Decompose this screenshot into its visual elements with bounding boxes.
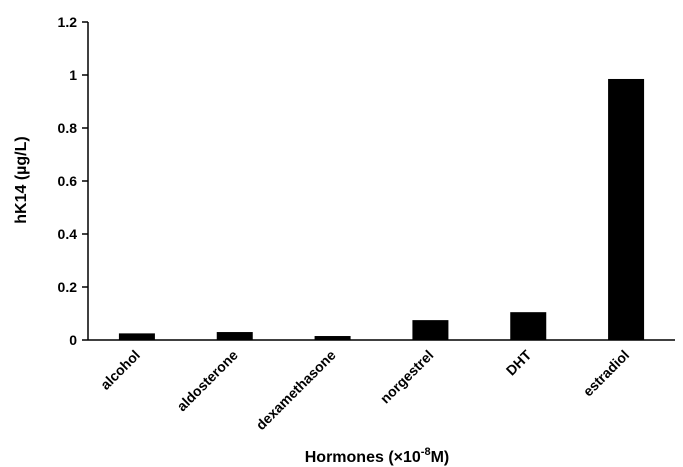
bar-alcohol [118,333,155,340]
bar-dht [510,312,547,340]
y-tick-label: 0.8 [58,120,78,136]
x-axis-category-labels: alcohol aldosterone dexamethasone norgestre… [97,346,632,432]
y-tick-label: 0.6 [58,173,78,189]
x-axis-title: Hormones (×10-8M) [305,446,449,466]
x-category-label: norgestrel [377,347,437,407]
y-axis-title: hK14 (µg/L) [13,136,30,223]
y-tick-label: 0.2 [58,279,78,295]
bars [118,78,645,340]
y-axis-ticks: 0 0.2 0.4 0.6 0.8 1 1.2 [58,14,88,348]
y-tick-label: 0.4 [58,226,78,242]
x-category-label: DHT [503,346,535,378]
x-axis-title-exponent: -8 [421,446,431,458]
bar-dexamethasone [314,336,351,340]
x-axis-title-suffix: M) [431,449,450,466]
bar-norgestrel [412,320,449,340]
y-tick-label: 1 [69,67,77,83]
x-category-label: estradiol [580,347,633,400]
x-axis-title-multiplier: ×10 [394,449,421,466]
x-category-label: aldosterone [173,347,241,415]
x-axis-title-prefix: Hormones ( [305,449,395,466]
y-tick-label: 0 [69,332,77,348]
x-category-label: dexamethasone [253,347,339,433]
bar-aldosterone [216,332,253,340]
y-tick-label: 1.2 [58,14,78,30]
x-category-label: alcohol [97,347,143,393]
bar-estradiol [608,78,645,340]
